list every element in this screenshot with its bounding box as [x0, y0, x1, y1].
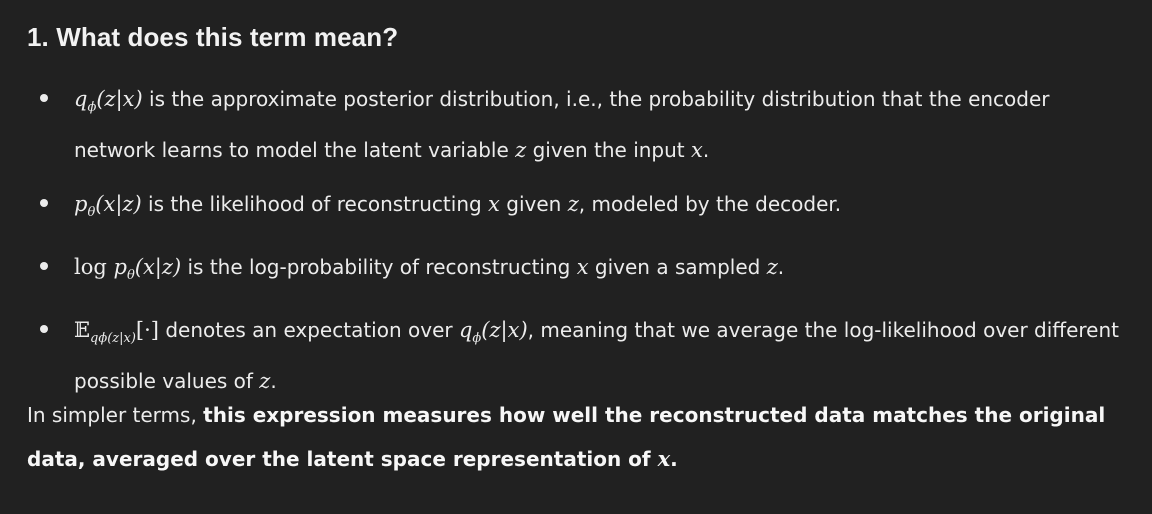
list-item-log-probability: log pθ(x|z) is the log-probability of re…: [0, 246, 1152, 297]
math-expectation: 𝔼qϕ(z|x)[·]: [74, 318, 159, 346]
list-item-likelihood: pθ(x|z) is the likelihood of reconstruct…: [0, 183, 1152, 234]
list-item-expectation: 𝔼qϕ(z|x)[·] denotes an expectation over …: [0, 309, 1152, 402]
math-p-theta: pθ(x|z): [74, 192, 142, 220]
math-log-p-theta: log pθ(x|z): [74, 255, 182, 283]
list-item-posterior: qϕ(z|x) is the approximate posterior dis…: [0, 78, 1152, 171]
term-explanation-list: qϕ(z|x) is the approximate posterior dis…: [0, 78, 1152, 414]
math-q-phi-inline: qϕ(z|x): [458, 318, 528, 346]
summary-bold: this expression measures how well the re…: [27, 403, 1106, 471]
math-q-phi: qϕ(z|x): [74, 87, 143, 115]
summary-paragraph: In simpler terms, this expression measur…: [27, 403, 1106, 471]
section-heading: 1. What does this term mean?: [27, 22, 399, 52]
